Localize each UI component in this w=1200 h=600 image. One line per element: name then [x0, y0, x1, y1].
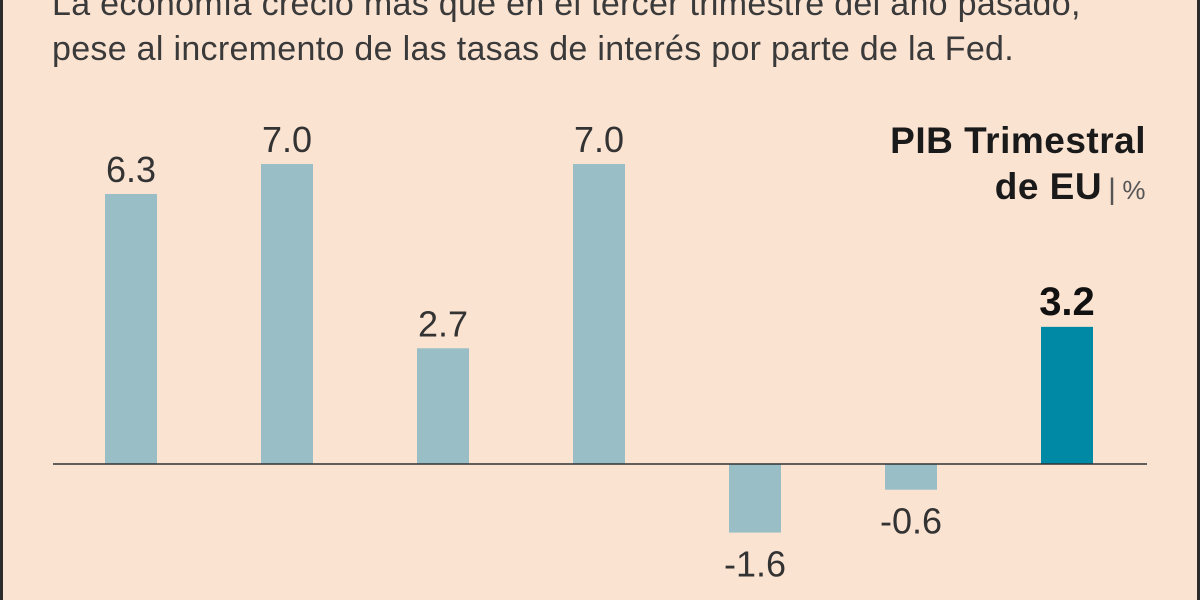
data-label-1: 6.3 [106, 149, 156, 190]
data-label-2: 7.0 [262, 119, 312, 160]
data-label-7: 3.2 [1039, 280, 1095, 324]
bar-7 [1041, 326, 1093, 464]
bar-6 [885, 464, 937, 490]
title-line-1: PIB Trimestral [890, 120, 1146, 161]
bar-4 [573, 163, 625, 465]
chart-subtitle: La economía creció más que en el tercer … [52, 0, 1172, 72]
subtitle-line-2: pese al incremento de las tasas de inter… [52, 30, 1015, 68]
bar-1 [105, 193, 157, 464]
chart-title: PIB Trimestral de EU |% [890, 118, 1146, 213]
title-line-2: de EU |% [890, 164, 1146, 213]
bar-5 [729, 464, 781, 533]
subtitle-line-1: La economía creció más que en el tercer … [52, 0, 1081, 23]
title-unit: % [1122, 175, 1146, 205]
bar-2 [261, 163, 313, 465]
title-line-2-text: de EU [994, 166, 1103, 207]
data-label-6: -0.6 [880, 501, 942, 542]
data-label-3: 2.7 [418, 303, 468, 344]
title-separator: | [1108, 173, 1117, 206]
data-label-4: 7.0 [574, 119, 624, 160]
data-label-5: -1.6 [724, 544, 786, 585]
bar-3 [417, 348, 469, 464]
